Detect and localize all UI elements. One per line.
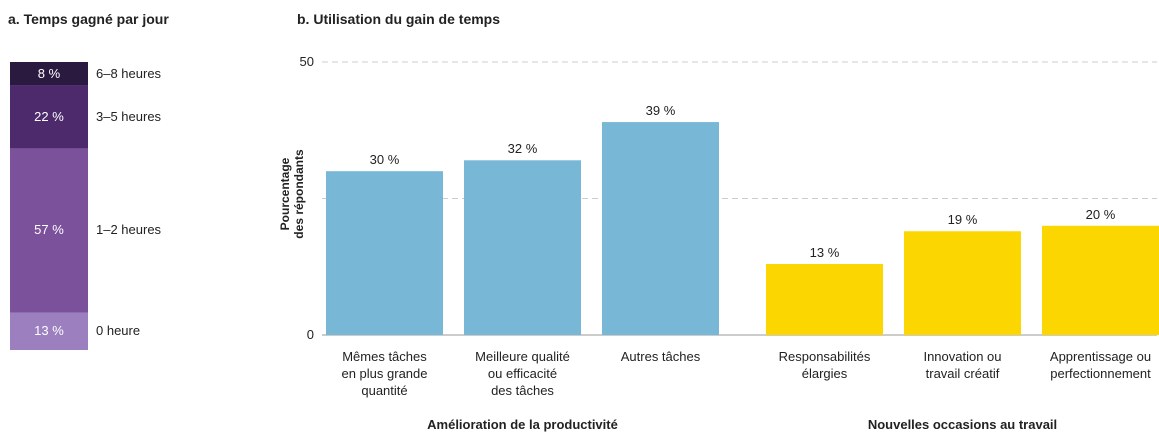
bar — [326, 171, 443, 335]
group-label: Nouvelles occasions au travail — [867, 417, 1058, 432]
value-label: 57 % — [34, 222, 64, 238]
x-tick-label: Responsabilités élargies — [778, 349, 871, 381]
bar — [766, 264, 883, 335]
bar — [1042, 225, 1159, 335]
stack-segment — [10, 148, 88, 313]
y-tick-label: 50 — [299, 54, 314, 69]
x-tick-label: Meilleure qualité ou efficacité des tâch… — [475, 349, 570, 398]
value-label: 13 % — [809, 245, 840, 261]
x-tick-label: Apprentissage ou perfectionnement — [1049, 349, 1152, 381]
value-label: 20 % — [1085, 206, 1116, 222]
stack-segment — [10, 85, 88, 149]
chart-title: b. Utilisation du gain de temps — [297, 11, 501, 27]
y-axis-label: Pourcentage des répondants — [278, 149, 306, 239]
value-label: 13 % — [34, 323, 64, 339]
value-label: 30 % — [369, 152, 400, 168]
stack-segment — [10, 62, 88, 86]
segment-label: 1–2 heures — [96, 222, 162, 238]
value-label: 22 % — [34, 108, 64, 124]
segment-label: 0 heure — [96, 323, 141, 339]
bar — [602, 122, 719, 335]
value-label: 8 % — [37, 65, 61, 81]
chart-title: a. Temps gagné par jour — [8, 11, 169, 27]
value-label: 19 % — [947, 212, 978, 228]
group-label: Amélioration de la productivité — [427, 417, 618, 432]
bar — [904, 231, 1021, 335]
x-tick-label: Autres tâches — [620, 349, 701, 364]
x-tick-label: Mêmes tâches en plus grande quantité — [341, 349, 428, 398]
value-label: 32 % — [507, 141, 538, 157]
value-label: 39 % — [645, 103, 676, 119]
y-tick-label: 0 — [306, 327, 314, 342]
x-tick-label: Innovation ou travail créatif — [923, 349, 1002, 381]
segment-label: 6–8 heures — [96, 65, 162, 81]
segment-label: 3–5 heures — [96, 108, 162, 124]
stack-segment — [10, 312, 88, 350]
bar — [464, 160, 581, 335]
